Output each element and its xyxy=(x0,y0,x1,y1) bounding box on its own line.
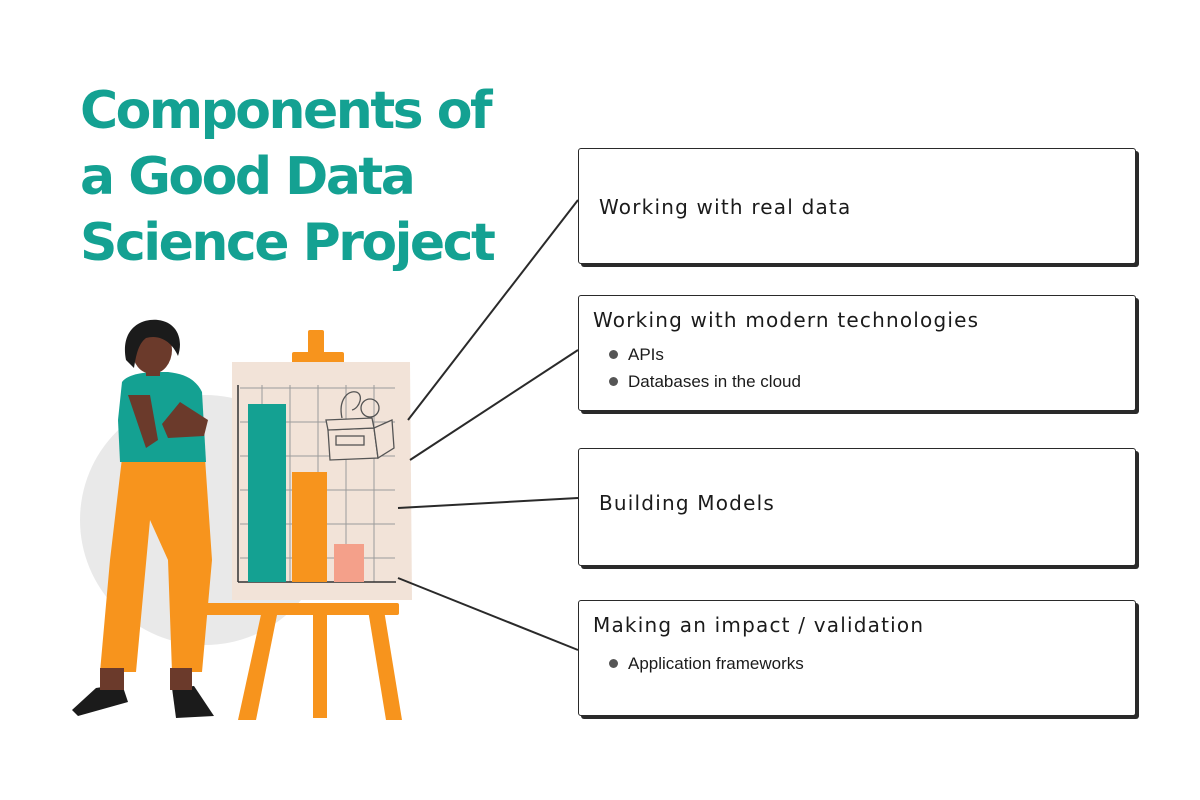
list-item: Application frameworks xyxy=(609,650,804,677)
easel-leg-left xyxy=(238,610,278,720)
arm-left xyxy=(128,395,158,448)
chart-bar-1 xyxy=(248,404,286,582)
bullet-icon xyxy=(609,659,618,668)
chart-bar-3 xyxy=(334,544,364,582)
list-item: Databases in the cloud xyxy=(609,368,801,395)
easel-leg-right xyxy=(368,610,402,720)
title-line-2: a Good Data xyxy=(80,147,416,207)
shoe-right xyxy=(172,686,214,718)
component-heading: Working with modern technologies xyxy=(593,308,980,332)
connector-2 xyxy=(409,349,579,461)
shoe-left xyxy=(72,684,128,716)
component-heading: Building Models xyxy=(599,491,775,515)
title-line-1: Components of xyxy=(80,81,493,141)
hair xyxy=(124,319,180,368)
connector-3 xyxy=(397,497,579,509)
pants xyxy=(100,458,212,672)
arm-right xyxy=(162,402,208,438)
shirt xyxy=(118,372,206,462)
easel-leg-middle xyxy=(313,608,327,718)
component-heading: Making an impact / validation xyxy=(593,613,925,637)
component-bullet-list: Application frameworks xyxy=(609,650,804,677)
easel-shelf xyxy=(195,603,399,615)
component-box-2: Working with modern technologies APIs Da… xyxy=(578,295,1136,411)
component-heading: Working with real data xyxy=(599,195,852,219)
title-line-3: Science Project xyxy=(80,213,496,273)
component-box-3: Building Models xyxy=(578,448,1136,566)
list-item: APIs xyxy=(609,341,801,368)
component-bullet-list: APIs Databases in the cloud xyxy=(609,341,801,395)
page-title: Components of a Good Data Science Projec… xyxy=(80,78,510,276)
chart-board xyxy=(232,362,412,600)
easel-clip-top xyxy=(308,330,324,356)
component-box-4: Making an impact / validation Applicatio… xyxy=(578,600,1136,716)
bullet-icon xyxy=(609,377,618,386)
connector-1 xyxy=(407,199,579,421)
bullet-icon xyxy=(609,350,618,359)
project-box-doodle xyxy=(325,391,395,461)
component-box-1: Working with real data xyxy=(578,148,1136,264)
chart-bar-2 xyxy=(292,472,327,582)
woman-figure xyxy=(72,319,214,718)
connector-4 xyxy=(397,577,579,651)
